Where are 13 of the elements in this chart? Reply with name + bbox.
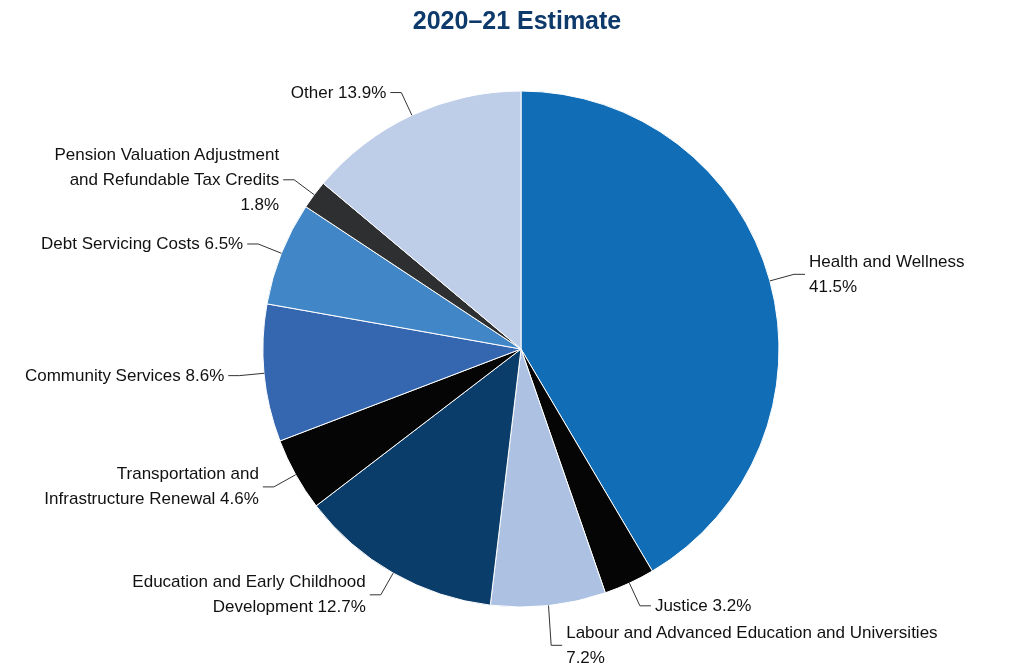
slice-label: Pension Valuation Adjustment and Refundable Tax Credits [54, 144, 280, 189]
slice-label: Labour and Advanced Education and Universities [566, 622, 938, 642]
slice-label: Other 13.9% [290, 82, 387, 102]
slice-label: Community Services 8.6% [24, 365, 225, 385]
data-label: 41.5% [808, 276, 858, 296]
data-label: 7.2% [566, 647, 605, 667]
chart-title: 2020–21 Estimate [412, 6, 622, 34]
data-label: 1.8% [240, 194, 280, 214]
slice-label: Education and Early Childhood Development 12.7% [132, 572, 366, 617]
slice-label: Transportation and Infrastructure Renewal 4.6% [44, 464, 259, 509]
slice-label: Justice 3.2% [654, 595, 752, 615]
slice-label: Health and Wellness [808, 251, 965, 271]
slice-label: Debt Servicing Costs 6.5% [41, 233, 244, 253]
